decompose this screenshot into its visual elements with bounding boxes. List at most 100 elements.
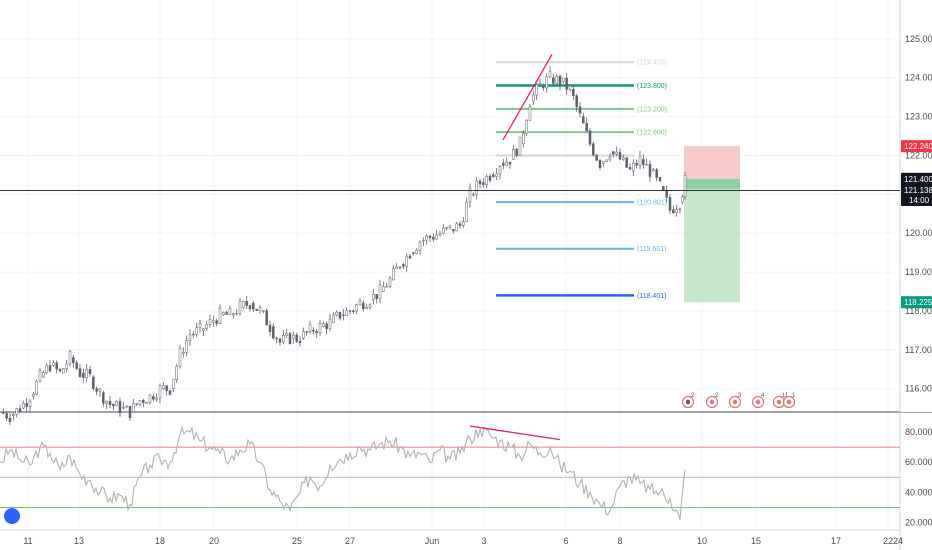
- candle-body: [132, 403, 135, 413]
- candle-body: [662, 186, 665, 191]
- candle-body: [158, 385, 162, 399]
- candle-body: [352, 310, 355, 312]
- candle-body: [378, 284, 382, 299]
- open-profit-zone[interactable]: [684, 178, 740, 189]
- candle-body: [592, 143, 595, 156]
- candle-body: [402, 264, 405, 267]
- candle-body: [15, 408, 18, 415]
- candle-body: [95, 388, 98, 392]
- candle-body: [468, 187, 472, 203]
- candle-body: [648, 164, 652, 177]
- candle-body: [588, 130, 592, 145]
- candle-body: [78, 368, 82, 377]
- event-badge-dot: [776, 399, 782, 405]
- candle-body: [358, 300, 362, 306]
- candle-body: [252, 302, 255, 310]
- candle-body: [288, 333, 292, 345]
- candle-body: [412, 252, 415, 254]
- candle-body: [638, 155, 642, 166]
- candle-body: [118, 401, 122, 414]
- candle-body: [672, 209, 675, 214]
- target-price-label: 118.225: [904, 298, 932, 307]
- candle-body: [48, 365, 52, 372]
- candle-body: [232, 313, 235, 316]
- candle-body: [125, 405, 128, 408]
- event-badge-count: 4: [761, 393, 765, 399]
- candle-body: [162, 385, 165, 389]
- candle-body: [532, 94, 535, 102]
- tradingview-logo-icon[interactable]: [4, 508, 20, 524]
- time-tick-label: 24: [893, 536, 903, 546]
- divergence-trendline[interactable]: [502, 54, 553, 141]
- candle-body: [332, 314, 335, 323]
- event-badge-count: 2: [715, 393, 719, 399]
- fib-level-label: (122.600): [637, 130, 667, 137]
- candle-body: [348, 310, 352, 312]
- stop-loss-zone[interactable]: [684, 146, 740, 179]
- candle-body: [65, 363, 68, 369]
- candle-body: [235, 313, 238, 315]
- candle-body: [475, 180, 478, 195]
- time-tick-label: 10: [697, 536, 707, 546]
- candle-body: [442, 227, 445, 234]
- take-profit-zone[interactable]: [684, 188, 740, 303]
- event-badge-count: 3: [738, 393, 742, 399]
- candle-body: [102, 392, 105, 404]
- event-badge[interactable]: 2: [705, 393, 720, 409]
- event-badges[interactable]: 2 2 3 4 11 1: [681, 393, 797, 409]
- candle-body: [455, 223, 458, 232]
- fib-level-label: (123.200): [637, 106, 667, 113]
- candle-body: [478, 180, 482, 185]
- candle-body: [218, 307, 222, 324]
- candle-body: [112, 403, 115, 407]
- candle-body: [278, 338, 282, 343]
- time-axis[interactable]: 11 13 18 20 25 27 Jun 3 6 8 10 15 17 22 24: [23, 536, 903, 546]
- price-tick-label: 118.000: [905, 306, 932, 316]
- candle-body: [255, 308, 258, 311]
- candle-body: [38, 370, 42, 382]
- candle-body: [258, 307, 262, 311]
- rsi-axis[interactable]: 80.000 60.000 40.000 20.000: [905, 427, 932, 527]
- candle-body: [28, 401, 32, 407]
- price-axis[interactable]: 125.000124.000123.000122.000121.000120.0…: [901, 0, 932, 412]
- candle-body: [425, 235, 428, 241]
- fib-level-label: (120.801): [637, 200, 667, 207]
- candle-body: [88, 369, 92, 374]
- candle-body: [18, 408, 22, 412]
- time-tick-label: 3: [481, 536, 486, 546]
- time-tick-label: 17: [831, 536, 841, 546]
- countdown-label: 14:00: [909, 196, 930, 205]
- divergence-lines[interactable]: [469, 54, 561, 441]
- price-tick-label: 123.000: [905, 112, 932, 122]
- event-badge[interactable]: 1: [782, 393, 797, 409]
- candle-body: [275, 337, 278, 340]
- candle-body: [495, 173, 498, 177]
- candle-body: [528, 106, 532, 121]
- candle-body: [242, 301, 245, 308]
- time-tick-label: 27: [345, 536, 355, 546]
- candle-body: [215, 320, 218, 324]
- event-badge[interactable]: 4: [751, 393, 766, 409]
- candle-body: [75, 362, 78, 369]
- candle-body: [228, 308, 232, 315]
- candle-body: [452, 229, 455, 232]
- candle-body: [448, 225, 452, 228]
- candle-body: [428, 235, 432, 238]
- divergence-trendline[interactable]: [469, 425, 561, 441]
- candle-body: [225, 312, 228, 315]
- candle-body: [368, 304, 372, 308]
- event-badge[interactable]: 3: [728, 393, 743, 409]
- candle-body: [488, 176, 492, 181]
- candle-body: [538, 83, 542, 85]
- time-tick-label: 15: [751, 536, 761, 546]
- candle-body: [595, 154, 598, 161]
- candle-body: [245, 301, 248, 306]
- entry-price-label: 121.400: [904, 175, 932, 184]
- candle-body: [182, 352, 185, 354]
- time-tick-label: 22: [883, 536, 893, 546]
- rsi-pane: [0, 425, 900, 520]
- position-tool[interactable]: [684, 146, 740, 303]
- event-badge[interactable]: 2: [681, 393, 696, 409]
- candle-body: [605, 159, 608, 162]
- candle-body: [208, 318, 212, 325]
